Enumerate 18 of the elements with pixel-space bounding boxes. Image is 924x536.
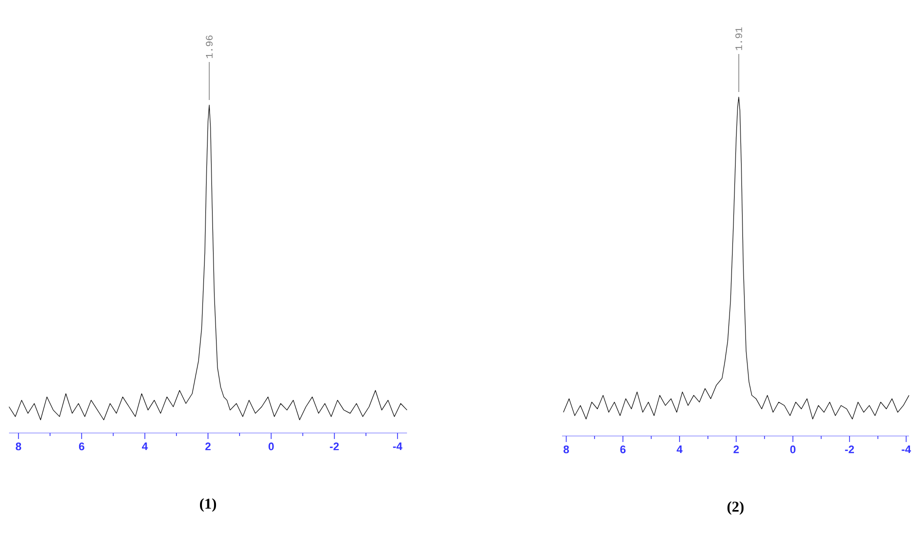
x-tick-label: -2 <box>330 442 339 450</box>
annotation: 1.91 <box>735 27 742 50</box>
x-tick-label: 2 <box>205 442 211 450</box>
x-tick-label: 0 <box>268 442 274 450</box>
x-tick-label: 8 <box>564 446 569 454</box>
annotation: 1.96 <box>206 36 213 58</box>
text: (2) <box>727 501 744 515</box>
x-tick-label: 4 <box>142 442 148 450</box>
x-tick-label: 2 <box>734 446 739 454</box>
x-tick-label: 8 <box>16 442 22 450</box>
x-tick-label: -4 <box>393 442 402 450</box>
x-tick-label: 0 <box>790 446 796 454</box>
x-tick-label: -4 <box>902 446 911 454</box>
text: (1) <box>200 498 216 512</box>
x-tick-label: 6 <box>620 446 626 454</box>
x-tick-label: 4 <box>676 446 683 454</box>
x-tick-label: 6 <box>79 442 84 450</box>
x-tick-label: -2 <box>845 446 854 454</box>
